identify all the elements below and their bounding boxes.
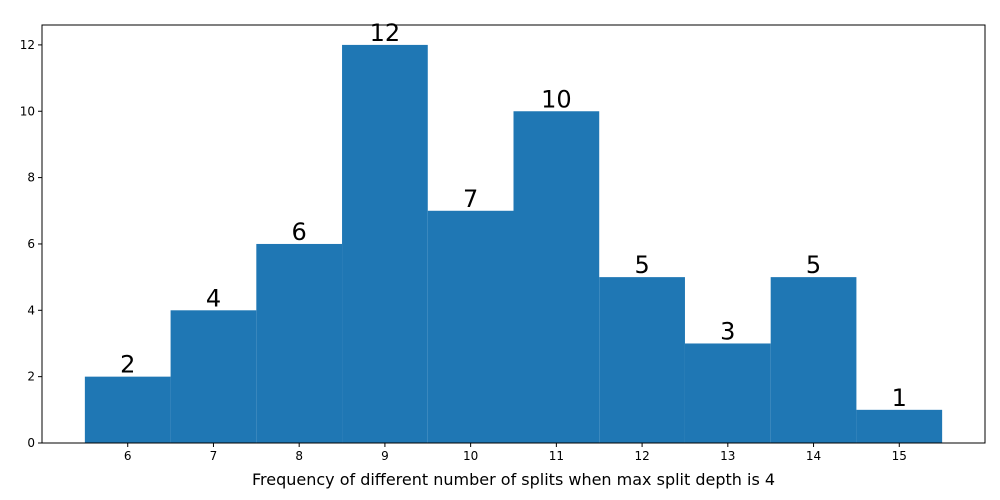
y-tick-label: 12 — [20, 38, 35, 52]
bar-7 — [170, 310, 257, 443]
bar-14 — [770, 277, 857, 443]
y-tick-label: 8 — [27, 171, 35, 185]
y-tick-label: 6 — [27, 237, 35, 251]
y-tick-label: 10 — [20, 104, 35, 118]
y-tick-label: 4 — [27, 303, 35, 317]
x-axis: 6 7 8 9 10 11 12 13 14 15 — [124, 443, 907, 463]
bar-9 — [342, 44, 428, 444]
bar-value-label: 3 — [720, 317, 735, 345]
x-tick-label: 12 — [634, 449, 649, 463]
bar-12 — [599, 277, 685, 443]
bar-value-label: 6 — [292, 218, 307, 246]
bar-13 — [684, 343, 771, 443]
bar-value-label: 7 — [463, 185, 478, 213]
y-axis: 0 2 4 6 8 10 12 — [20, 38, 42, 450]
x-tick-label: 11 — [549, 449, 564, 463]
bar-value-label: 5 — [806, 251, 821, 279]
bar-value-label: 12 — [370, 19, 401, 47]
bars-layer — [84, 44, 943, 444]
bar-6 — [84, 376, 171, 443]
bar-value-label: 1 — [892, 384, 907, 412]
x-tick-label: 7 — [210, 449, 218, 463]
x-tick-label: 15 — [892, 449, 907, 463]
bar-11 — [513, 111, 600, 443]
x-axis-label: Frequency of different number of splits … — [252, 470, 775, 489]
x-tick-label: 10 — [463, 449, 478, 463]
bar-value-label: 10 — [541, 85, 572, 113]
bar-value-label: 2 — [120, 351, 135, 379]
x-tick-label: 13 — [720, 449, 735, 463]
x-tick-label: 9 — [381, 449, 389, 463]
bar-value-label: 5 — [634, 251, 649, 279]
bar-8 — [256, 243, 343, 443]
x-tick-label: 14 — [806, 449, 821, 463]
y-tick-label: 2 — [27, 370, 35, 384]
bar-value-label: 4 — [206, 284, 221, 312]
bar-labels: 2 4 6 12 7 10 5 3 5 1 — [120, 19, 907, 412]
plot-frame — [41, 24, 986, 444]
bar-10 — [427, 210, 514, 443]
bar-15 — [856, 409, 943, 443]
x-tick-label: 8 — [295, 449, 303, 463]
x-tick-label: 6 — [124, 449, 132, 463]
y-tick-label: 0 — [27, 436, 35, 450]
